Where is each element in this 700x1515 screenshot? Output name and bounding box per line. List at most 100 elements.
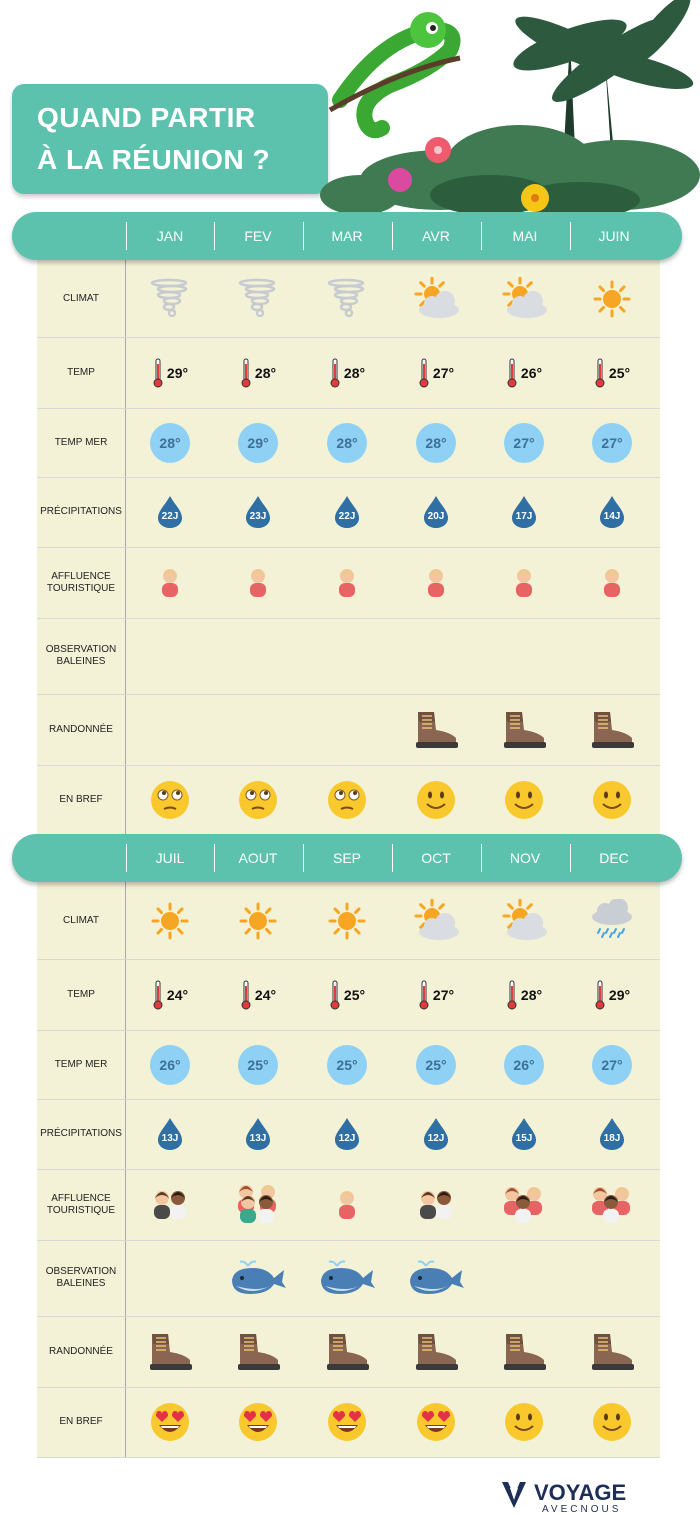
table-cell xyxy=(568,260,656,337)
sea-temperature-badge: 27° xyxy=(504,422,544,463)
table-cell: 14J xyxy=(568,477,656,547)
row-label-line: TEMP xyxy=(67,988,95,1000)
row-label: PRÉCIPITATIONS xyxy=(37,506,125,518)
table-cell xyxy=(392,1316,480,1387)
air-temperature: 25° xyxy=(608,364,631,381)
cyclone-icon xyxy=(150,278,188,317)
heart-eyes-face-icon xyxy=(239,1403,277,1441)
hiking-boot-icon xyxy=(238,1333,280,1370)
row-label-line: OBSERVATION xyxy=(45,1266,117,1277)
table-cell xyxy=(303,765,391,835)
table-row-baleines: OBSERVATION BALEINES xyxy=(37,618,660,695)
thermometer-icon xyxy=(241,980,251,1009)
tourists-1-icon xyxy=(339,1190,355,1219)
table-row-randonnee: RANDONNÉE xyxy=(37,1316,660,1388)
table-cell xyxy=(126,618,214,694)
table-cell: 26° xyxy=(480,1030,568,1099)
sun-cloud-icon xyxy=(502,276,547,318)
table-cell xyxy=(480,694,568,765)
row-label-line: EN BREF xyxy=(59,1416,103,1427)
sea-temperature-badge: 27° xyxy=(592,1044,632,1085)
row-label: TEMP xyxy=(37,989,125,1001)
thermometer-icon xyxy=(241,358,251,387)
sun-cloud-icon xyxy=(414,898,459,940)
month-separator xyxy=(570,844,571,872)
voyage-avecnous-logo: VOYAGE AVECNOUS xyxy=(502,1480,626,1514)
table-cell: 28° xyxy=(480,959,568,1030)
table-row-baleines: OBSERVATION BALEINES xyxy=(37,1240,660,1317)
table-cell: 22J xyxy=(126,477,214,547)
month-separator xyxy=(570,222,571,250)
row-label-line: BALEINES xyxy=(56,656,106,667)
month-label: AOUT xyxy=(238,850,278,866)
table-cell xyxy=(303,1240,391,1316)
month-separator xyxy=(126,844,127,872)
rain-days-badge: 22J xyxy=(334,495,360,529)
tourists-1-icon xyxy=(516,568,532,597)
tourists-4-icon xyxy=(238,1184,276,1223)
table-cell: 28° xyxy=(303,408,391,477)
tourists-1-icon xyxy=(339,568,355,597)
table-cell xyxy=(126,1316,214,1387)
sea-temperature-badge: 25° xyxy=(238,1044,278,1085)
water-drop-icon xyxy=(512,1118,536,1150)
tourists-3-icon xyxy=(592,1186,630,1223)
month-separator xyxy=(126,222,127,250)
water-drop-icon xyxy=(246,496,270,528)
table-cell xyxy=(126,694,214,765)
table-cell: 29° xyxy=(568,959,656,1030)
table-row-bref: EN BREF xyxy=(37,765,660,836)
table-cell xyxy=(568,547,656,618)
page-title-line-1: QUAND PARTIR xyxy=(37,102,256,133)
month-separator xyxy=(303,222,304,250)
cyclone-icon xyxy=(327,278,365,317)
months-header: JAN FEV MAR AVR MAI JUIN xyxy=(12,212,682,260)
hiking-boot-icon xyxy=(504,711,546,748)
whale-icon xyxy=(410,1260,464,1294)
table-cell: 20J xyxy=(392,477,480,547)
table-cell xyxy=(214,765,302,835)
table-cell: 12J xyxy=(392,1099,480,1169)
row-label-line: TEMP xyxy=(67,366,95,378)
table-cell xyxy=(480,260,568,337)
row-label-line: PRÉCIPITATIONS xyxy=(40,1128,122,1139)
water-drop-icon xyxy=(158,1118,182,1150)
table-cell xyxy=(392,1387,480,1457)
table-row-climat: CLIMAT xyxy=(37,882,660,960)
water-drop-icon xyxy=(424,496,448,528)
smile-face-icon xyxy=(593,781,631,819)
months-table: CLIMAT TEMP 29° 28° 28° 27° 26° 25° TEMP MER 28° 2… xyxy=(37,260,660,836)
cyclone-icon xyxy=(238,278,276,317)
table-cell xyxy=(568,765,656,835)
table-cell xyxy=(392,618,480,694)
thermometer-icon xyxy=(153,358,163,387)
table-row-bref: EN BREF xyxy=(37,1387,660,1458)
table-cell: 28° xyxy=(214,337,302,408)
table-cell: 13J xyxy=(126,1099,214,1169)
table-cell xyxy=(303,1316,391,1387)
table-cell xyxy=(480,1387,568,1457)
table-row-temp-mer: TEMP MER 26° 25° 25° 25° 26° 27° xyxy=(37,1030,660,1100)
rain-days-value: 15J xyxy=(515,1133,533,1144)
table-cell xyxy=(568,618,656,694)
months-header: JUIL AOUT SEP OCT NOV DEC xyxy=(12,834,682,882)
table-cell xyxy=(214,260,302,337)
table-row-climat: CLIMAT xyxy=(37,260,660,338)
table-cell: 18J xyxy=(568,1099,656,1169)
sea-temperature-badge: 29° xyxy=(238,422,278,463)
water-drop-icon xyxy=(246,1118,270,1150)
table-cell: 25° xyxy=(303,959,391,1030)
table-cell xyxy=(303,547,391,618)
smile-face-icon xyxy=(593,1403,631,1441)
table-cell: 27° xyxy=(568,1030,656,1099)
table-cell xyxy=(303,618,391,694)
tourists-3-icon xyxy=(504,1186,542,1223)
month-separator xyxy=(214,844,215,872)
thermometer-icon xyxy=(595,980,605,1009)
tourists-1-icon xyxy=(250,568,266,597)
heart-eyes-face-icon xyxy=(328,1403,366,1441)
row-label-line: EN BREF xyxy=(59,794,103,805)
table-cell: 22J xyxy=(303,477,391,547)
table-cell: 29° xyxy=(214,408,302,477)
page-title-line-2: À LA RÉUNION ? xyxy=(37,144,271,175)
